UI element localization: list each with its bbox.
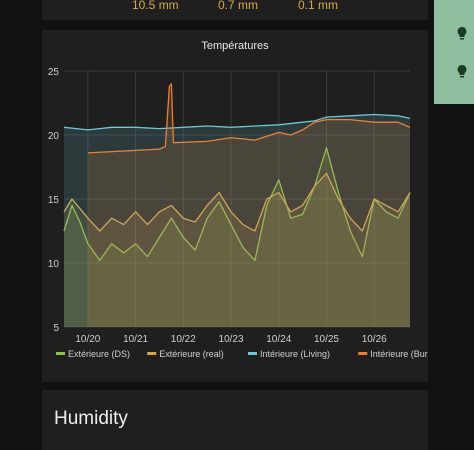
x-tick-label: 10/25 — [314, 334, 339, 345]
legend-swatch — [248, 352, 257, 355]
series-line — [63, 147, 411, 262]
x-tick-label: 10/21 — [123, 334, 148, 345]
humidity-card: Humidity — [42, 390, 428, 450]
temperature-chart: 5 10 15 20 25 10/20 10/21 10/22 10/23 10/24 10/25 1… — [48, 67, 428, 359]
y-tick-label: 5 — [53, 323, 59, 334]
series-line — [63, 172, 411, 232]
chart-title: Températures — [201, 40, 269, 52]
x-tick-label: 10/22 — [171, 334, 196, 345]
x-tick-label: 10/20 — [75, 334, 100, 345]
series-area — [87, 83, 411, 327]
lightbulb-icon[interactable] — [455, 64, 469, 78]
legend-label: Intérieure (Living) — [260, 349, 330, 359]
lightbulb-icon[interactable] — [455, 26, 469, 40]
series-line — [87, 83, 411, 154]
rain-value: 10.5 mm — [132, 0, 179, 12]
legend-label: Extérieure (real) — [159, 349, 224, 359]
series-area — [64, 173, 410, 327]
x-tick-label: 10/26 — [362, 334, 387, 345]
humidity-title: Humidity — [54, 408, 128, 429]
x-tick-label: 10/23 — [219, 334, 244, 345]
legend-label: Extérieure (DS) — [68, 349, 130, 359]
legend-swatch — [147, 352, 157, 355]
y-tick-label: 10 — [48, 259, 60, 270]
series-area — [64, 114, 410, 327]
series-line — [63, 113, 411, 131]
x-tick-label: 10/24 — [266, 334, 291, 345]
rain-value: 0.1 mm — [298, 0, 339, 12]
y-tick-label: 20 — [48, 131, 60, 142]
legend-swatch — [56, 352, 65, 355]
y-tick-label: 15 — [48, 195, 60, 206]
light-controls-panel — [434, 0, 474, 104]
legend-swatch — [358, 352, 368, 355]
rain-stats-card: 10.5 mm 0.7 mm 0.1 mm — [42, 0, 428, 20]
y-tick-label: 25 — [48, 67, 60, 78]
legend-label: Intérieure (Bureau) — [370, 349, 428, 359]
rain-value: 0.7 mm — [218, 0, 259, 12]
temperature-chart-card: Températures 5 10 15 20 25 10/20 10/21 10/22 10/… — [42, 30, 428, 382]
